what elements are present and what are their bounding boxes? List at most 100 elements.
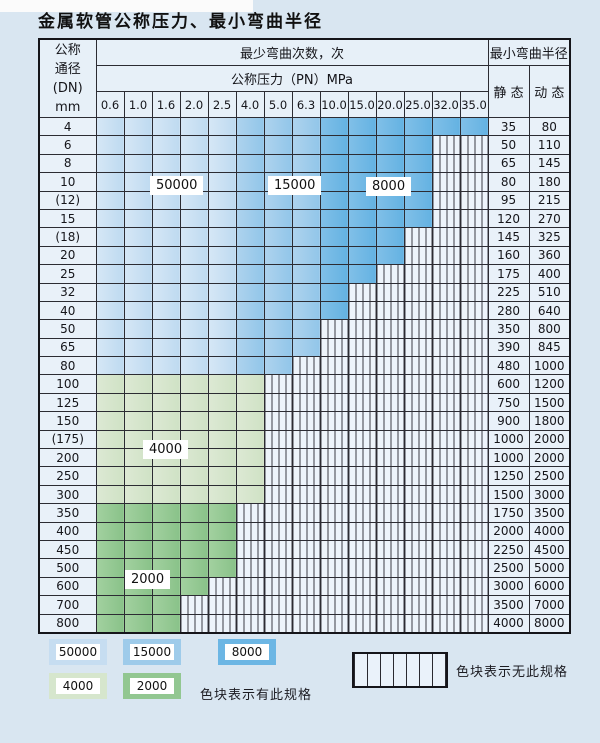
dn-cell: (175) [38, 429, 97, 450]
static-cell: 50 [487, 135, 530, 155]
dynamic-cell: 2000 [528, 448, 571, 468]
spec-cell [179, 374, 209, 394]
dynamic-cell: 270 [528, 208, 571, 229]
no-spec-cell [431, 319, 461, 339]
spec-cell [151, 521, 181, 541]
table-row: 300 1500 3000 [38, 484, 571, 505]
spec-cell [375, 227, 405, 247]
spec-cell [151, 337, 181, 358]
spec-cell [207, 448, 237, 468]
table-row: 500 2500 5000 [38, 558, 571, 578]
dn-header-line: (DN) [52, 80, 83, 96]
spec-cell [179, 576, 209, 597]
static-cell: 480 [487, 356, 530, 376]
no-spec-cell [347, 576, 377, 597]
static-cell: 280 [487, 300, 530, 321]
spec-cell [151, 466, 181, 486]
no-spec-cell [375, 613, 405, 634]
no-spec-cell [459, 282, 489, 302]
table-row: 6 50 110 [38, 135, 571, 155]
bend-radius-header: 最小弯曲半径 [487, 38, 571, 66]
spec-cell [347, 245, 377, 266]
spec-cell [235, 484, 265, 505]
no-spec-cell [235, 539, 265, 560]
no-spec-cell [291, 374, 321, 394]
table-row: 700 3500 7000 [38, 595, 571, 615]
no-spec-cell [263, 503, 293, 523]
spec-cell [151, 613, 181, 634]
spec-cell [179, 153, 209, 174]
no-spec-cell [459, 264, 489, 284]
no-spec-cell [375, 484, 405, 505]
zone-label: 4000 [143, 440, 189, 459]
no-spec-cell [459, 153, 489, 174]
no-spec-cell [375, 448, 405, 468]
spec-cell [151, 282, 181, 302]
dynamic-cell: 640 [528, 300, 571, 321]
dynamic-cell: 2000 [528, 429, 571, 450]
static-cell: 175 [487, 264, 530, 284]
table-row: 100 600 1200 [38, 374, 571, 394]
spec-cell [207, 300, 237, 321]
dynamic-cell: 8000 [528, 613, 571, 634]
no-spec-cell [403, 613, 433, 634]
spec-cell [319, 190, 349, 210]
dn-cell: 150 [38, 411, 97, 431]
no-spec-cell [403, 374, 433, 394]
spec-cell [319, 153, 349, 174]
no-spec-cell [431, 448, 461, 468]
spec-cell [95, 190, 125, 210]
table-row: 40 280 640 [38, 300, 571, 321]
spec-cell [375, 153, 405, 174]
no-spec-cell [207, 595, 237, 615]
spec-cell [151, 227, 181, 247]
static-cell: 350 [487, 319, 530, 339]
spec-cell [207, 484, 237, 505]
spec-cell [179, 300, 209, 321]
zone-label: 50000 [150, 176, 204, 195]
spec-cell [319, 135, 349, 155]
spec-cell [151, 116, 181, 137]
static-cell: 120 [487, 208, 530, 229]
spec-cell [123, 411, 153, 431]
spec-cell [179, 208, 209, 229]
no-spec-cell [459, 356, 489, 376]
legend-swatch-value: 15000 [130, 644, 174, 660]
dn-cell: 25 [38, 264, 97, 284]
table-row: 50 350 800 [38, 319, 571, 339]
no-spec-cell [459, 190, 489, 210]
spec-cell [347, 227, 377, 247]
spec-cell [151, 208, 181, 229]
spec-cell [123, 521, 153, 541]
no-spec-cell [291, 595, 321, 615]
no-spec-cell [319, 503, 349, 523]
spec-cell [403, 135, 433, 155]
no-spec-cell [263, 595, 293, 615]
spec-cell [95, 227, 125, 247]
spec-cell [95, 356, 125, 376]
static-cell: 750 [487, 392, 530, 413]
spec-cell [123, 190, 153, 210]
dn-cell: (18) [38, 227, 97, 247]
table-row: 4 35 80 [38, 116, 571, 137]
legend-swatch: 15000 [123, 639, 181, 665]
no-spec-cell [319, 374, 349, 394]
no-spec-cell [431, 576, 461, 597]
spec-cell [123, 172, 153, 192]
no-spec-cell [263, 392, 293, 413]
spec-cell [95, 172, 125, 192]
dn-cell: 10 [38, 172, 97, 192]
spec-cell [95, 374, 125, 394]
spec-cell [151, 153, 181, 174]
table-row: 125 750 1500 [38, 392, 571, 413]
no-spec-cell [375, 392, 405, 413]
no-spec-cell [459, 558, 489, 578]
spec-cell [235, 208, 265, 229]
table-row: (18) 145 325 [38, 227, 571, 247]
no-spec-cell [347, 337, 377, 358]
spec-cell [291, 264, 321, 284]
spec-cell [151, 245, 181, 266]
spec-cell [235, 337, 265, 358]
no-spec-cell [319, 392, 349, 413]
static-cell: 1000 [487, 448, 530, 468]
